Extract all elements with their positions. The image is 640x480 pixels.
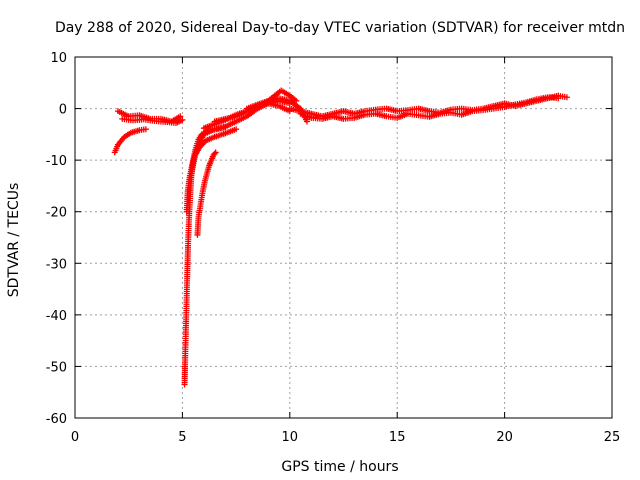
y-tick-label: -10 xyxy=(46,154,67,169)
y-tick-label: -60 xyxy=(46,412,67,427)
axis-ticks: -60 -50 -40 -30 -20 -10 0 10 0 5 10 15 20 25 xyxy=(46,51,621,445)
plot-frame xyxy=(74,56,613,419)
y-tick-label: 10 xyxy=(50,51,67,66)
chart-title: Day 288 of 2020, Sidereal Day-to-day VTE… xyxy=(55,20,625,36)
x-axis-title: GPS time / hours xyxy=(281,459,398,475)
y-axis-title: SDTVAR / TECUs xyxy=(6,183,22,298)
x-tick-label: 20 xyxy=(496,430,513,445)
y-tick-label: -20 xyxy=(46,206,67,221)
data-point xyxy=(142,126,149,133)
y-tick-label: 0 xyxy=(59,103,67,118)
y-tick-label: -40 xyxy=(46,309,67,324)
data-point xyxy=(212,149,219,156)
data-point xyxy=(303,118,310,125)
data-point xyxy=(233,126,240,133)
x-tick-label: 0 xyxy=(71,430,79,445)
y-tick-label: -50 xyxy=(46,360,67,375)
x-tick-label: 5 xyxy=(178,430,186,445)
data-points xyxy=(111,87,570,388)
y-tick-label: -30 xyxy=(46,257,67,272)
data-point xyxy=(555,95,562,102)
data-point xyxy=(211,150,218,157)
data-point xyxy=(179,116,186,123)
data-point xyxy=(563,94,570,101)
x-tick-label: 25 xyxy=(604,430,621,445)
data-point xyxy=(201,138,208,145)
x-tick-label: 15 xyxy=(389,430,406,445)
x-tick-label: 10 xyxy=(282,430,299,445)
